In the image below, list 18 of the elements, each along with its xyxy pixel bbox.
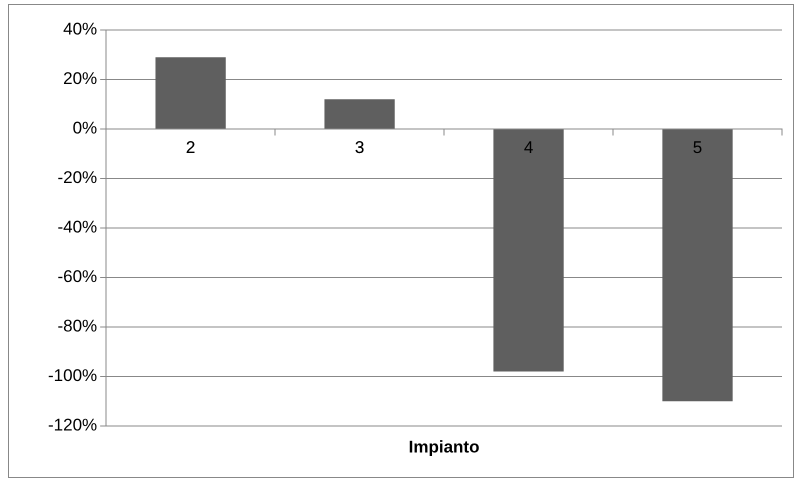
x-tick-label: 2 (186, 138, 196, 157)
bar (493, 130, 564, 372)
x-tick-label: 5 (692, 138, 702, 157)
y-tick-label: -20% (57, 168, 98, 188)
bar (155, 57, 226, 128)
y-tick-label: -100% (48, 366, 98, 386)
y-tick-label: -120% (48, 416, 98, 435)
x-axis-title: Impianto (408, 438, 480, 457)
y-tick-label: 0% (72, 118, 98, 138)
y-tick-label: 40% (63, 20, 98, 39)
bar (324, 99, 395, 128)
bar (662, 130, 733, 402)
x-tick-label: 3 (354, 138, 364, 157)
x-tick-label: 4 (524, 138, 534, 157)
y-tick-label: 20% (63, 69, 98, 88)
y-tick-label: -80% (57, 316, 98, 336)
y-tick-label: -40% (57, 218, 98, 237)
y-tick-label: -60% (57, 267, 98, 286)
